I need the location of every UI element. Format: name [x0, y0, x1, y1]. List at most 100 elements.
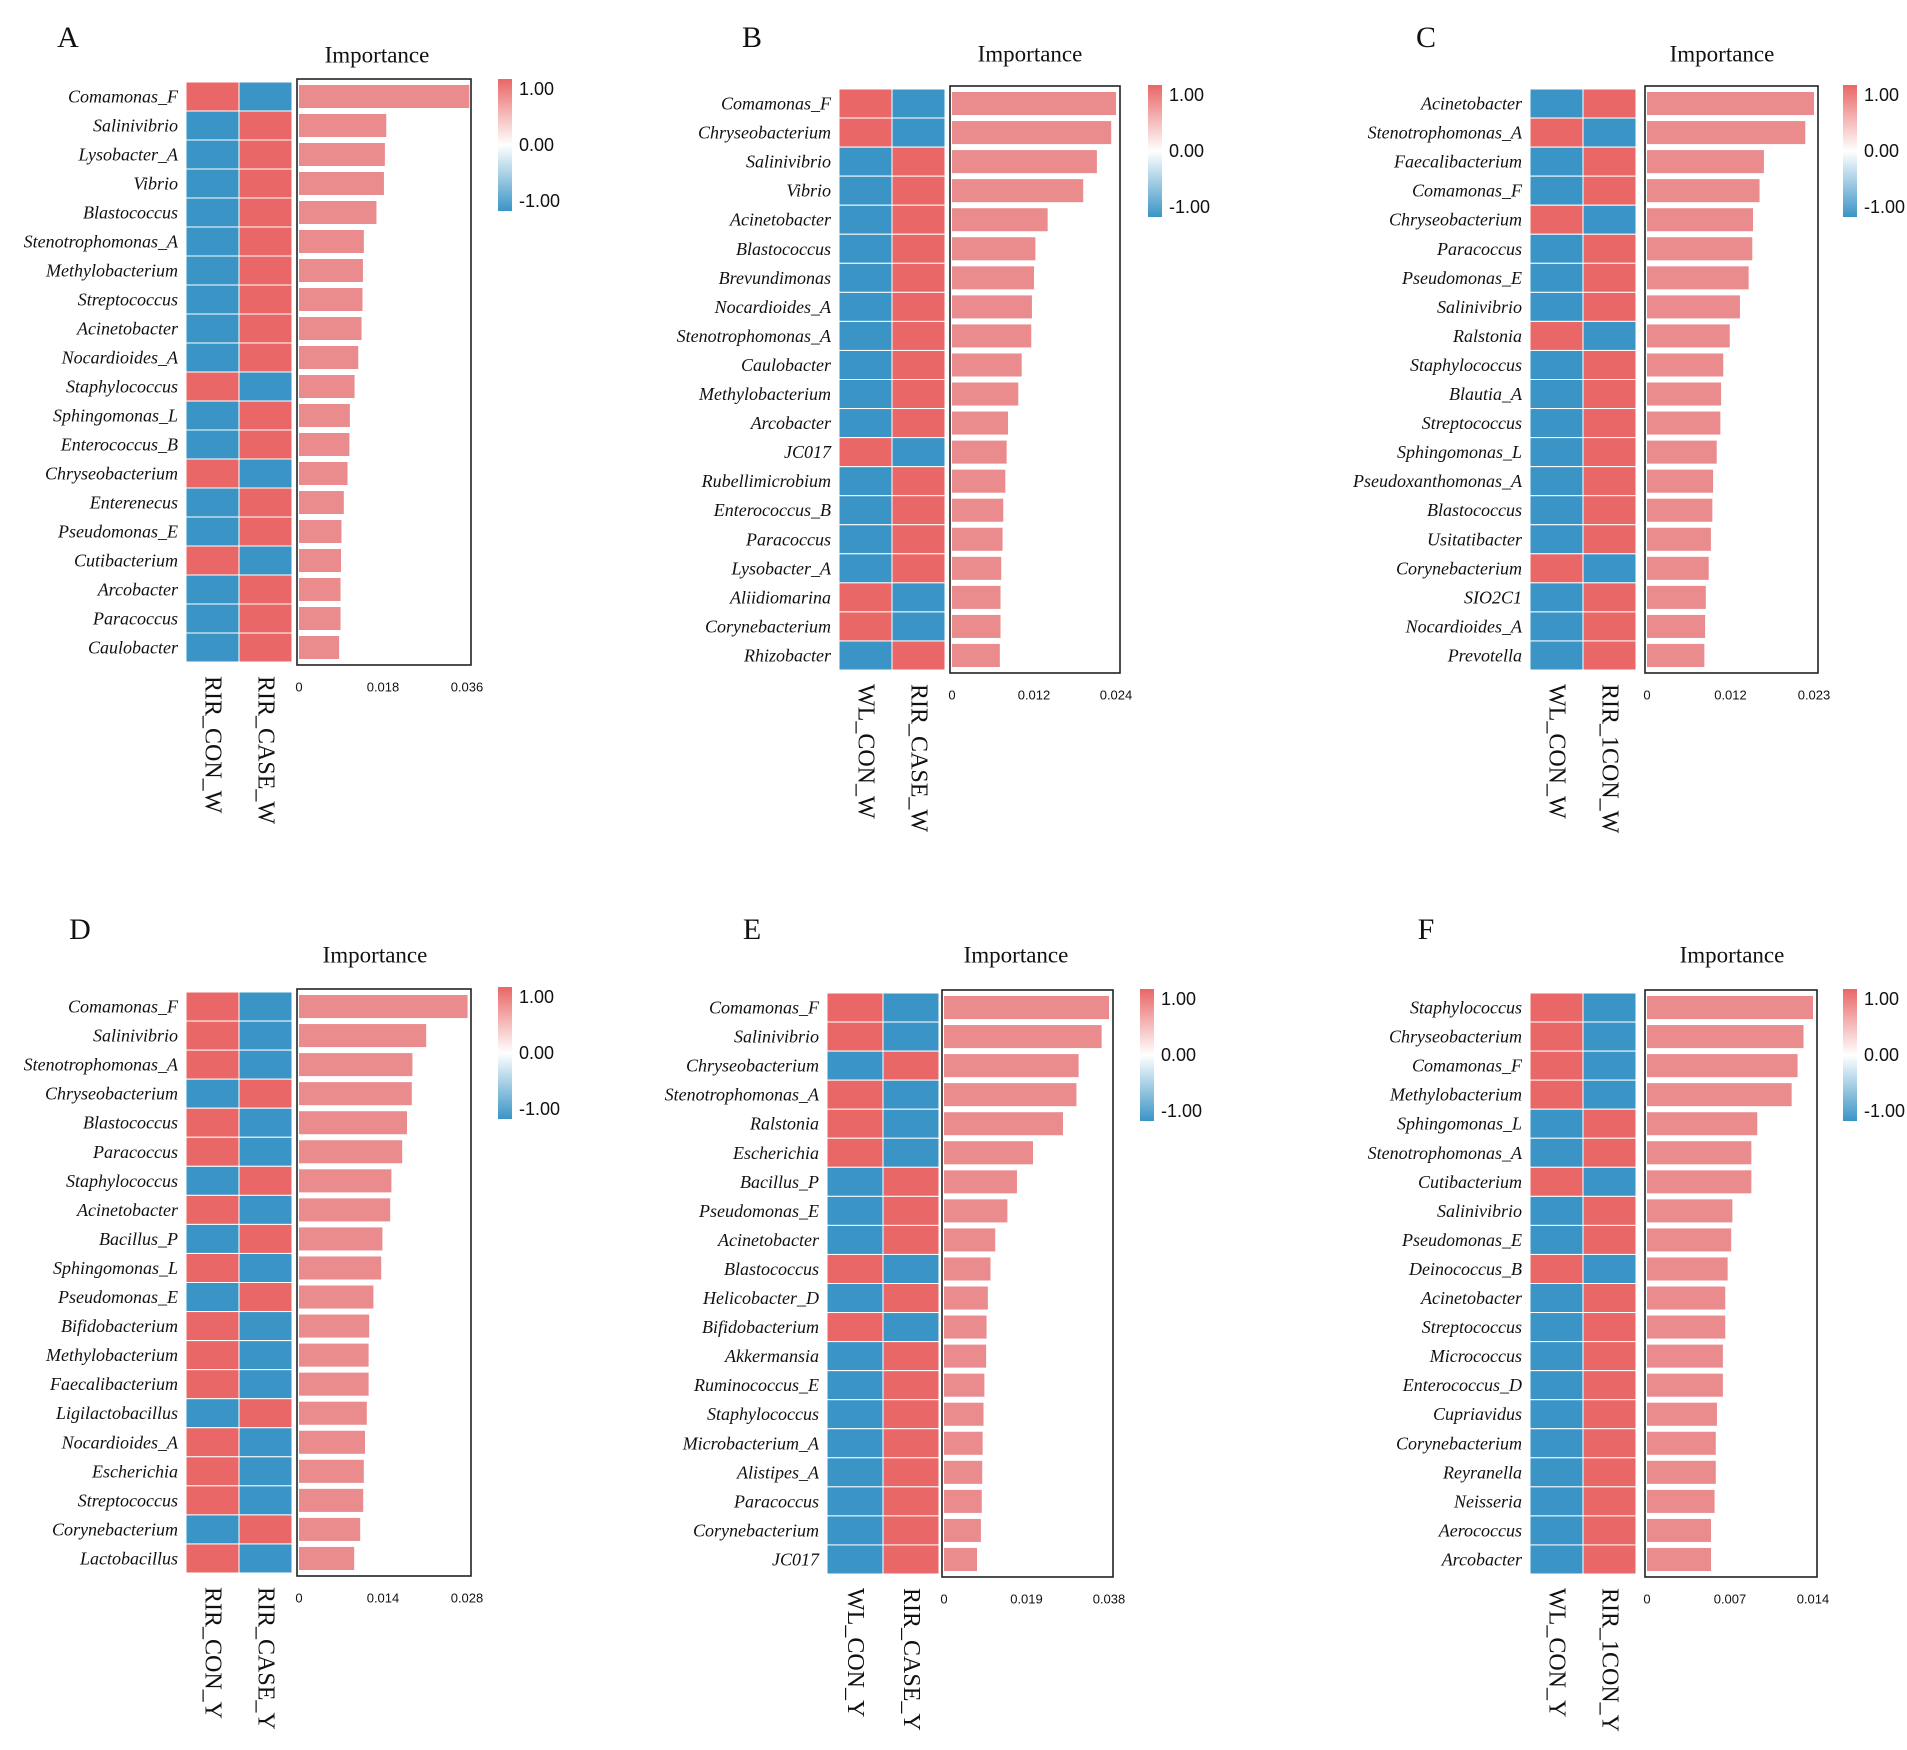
- heatmap-cell: [238, 371, 293, 402]
- panel-D: D Importance Comamonas_F Salinivibrio Stenot…: [24, 913, 560, 1730]
- importance-bar: [1647, 295, 1740, 319]
- importance-bar: [1647, 179, 1760, 203]
- heatmap-cell: [826, 1515, 884, 1546]
- heatmap-cell: [882, 1050, 940, 1081]
- heatmap-cell: [826, 1544, 884, 1575]
- heatmap-cell: [882, 1166, 940, 1197]
- legend-min: -1.00: [519, 191, 560, 211]
- heatmap-cell: [1529, 1079, 1584, 1110]
- heatmap-cell: [238, 255, 293, 286]
- x-tick-label: 0.019: [1010, 1592, 1043, 1607]
- taxon-label: Paracoccus: [92, 1142, 178, 1162]
- heatmap-cell: [185, 1543, 240, 1574]
- taxon-label: Escherichia: [732, 1143, 819, 1163]
- heatmap-cell: [185, 255, 240, 286]
- heatmap-cell: [826, 1108, 884, 1139]
- heatmap-cell: [238, 1165, 293, 1196]
- importance-bar: [299, 462, 348, 485]
- importance-bar: [944, 1547, 977, 1571]
- importance-bar: [1647, 1344, 1723, 1368]
- taxon-label: Nocardioides_A: [1405, 616, 1523, 636]
- heatmap-cell: [826, 1399, 884, 1430]
- taxon-label: Blastococcus: [724, 1259, 819, 1279]
- taxon-label: Ruminococcus_E: [693, 1375, 819, 1395]
- taxon-label: Blastococcus: [1427, 500, 1522, 520]
- heatmap-cell: [891, 349, 946, 381]
- heatmap-cell: [826, 1137, 884, 1168]
- taxon-label: Lysobacter_A: [78, 145, 179, 165]
- importance-frame: [1644, 989, 1818, 1578]
- heatmap-cell: [1582, 524, 1637, 555]
- heatmap-cell: [826, 1079, 884, 1110]
- heatmap-cell: [1582, 1253, 1637, 1284]
- heatmap-cell: [1582, 175, 1637, 206]
- importance-bar: [1647, 1373, 1723, 1397]
- importance-title: Importance: [1680, 943, 1785, 968]
- heatmap-cell: [238, 1485, 293, 1516]
- x-tick-label: 0: [1643, 1592, 1650, 1607]
- heatmap-cell: [891, 640, 946, 671]
- heatmap-cell: [238, 1340, 293, 1371]
- legend-mid: 0.00: [1864, 1045, 1899, 1065]
- importance-bar: [1647, 1257, 1728, 1281]
- heatmap-cell: [1529, 262, 1584, 293]
- taxon-label: Comamonas_F: [709, 998, 820, 1018]
- importance-bar: [1647, 237, 1753, 261]
- importance-bar: [952, 237, 1036, 261]
- heatmap-cell: [185, 1398, 240, 1429]
- heatmap-cell: [882, 1515, 940, 1546]
- heatmap-cell: [185, 1340, 240, 1371]
- taxon-label: Enterococcus_B: [713, 500, 831, 520]
- taxon-label: Chryseobacterium: [45, 464, 178, 484]
- taxon-label: Arcobacter: [750, 413, 832, 433]
- heatmap-cell: [891, 611, 946, 642]
- taxon-label: Chryseobacterium: [1389, 1027, 1522, 1047]
- heatmap-cell: [1582, 408, 1637, 439]
- taxon-label: Chryseobacterium: [1389, 210, 1522, 230]
- heatmap-cell: [1529, 1195, 1584, 1226]
- taxon-label: Streptococcus: [1422, 413, 1522, 433]
- taxon-label: Methylobacterium: [698, 384, 831, 404]
- heatmap-cell: [891, 408, 946, 439]
- heatmap-cell: [185, 1223, 240, 1254]
- taxon-label: Acinetobacter: [729, 210, 832, 230]
- importance-bar: [299, 1343, 369, 1367]
- importance-bar: [1647, 1025, 1804, 1049]
- taxon-label: Paracoccus: [733, 1491, 819, 1511]
- panel-letter: E: [743, 913, 761, 946]
- group-label: WL_CON_W: [853, 684, 879, 819]
- heatmap-cell: [882, 1021, 940, 1052]
- heatmap-cell: [238, 1049, 293, 1080]
- heatmap-cell: [1529, 146, 1584, 177]
- importance-bar: [299, 1024, 427, 1048]
- heatmap-cell: [238, 1252, 293, 1283]
- importance-bar: [944, 1286, 988, 1310]
- group-label: RIR_CASE_W: [906, 684, 932, 832]
- importance-bar: [944, 1460, 983, 1484]
- heatmap-cell: [238, 313, 293, 344]
- heatmap-cell: [1582, 233, 1637, 264]
- heatmap-cell: [1529, 1224, 1584, 1255]
- taxon-label: Arcobacter: [1441, 1549, 1523, 1569]
- taxon-label: Methylobacterium: [1389, 1085, 1522, 1105]
- importance-bar: [952, 92, 1116, 116]
- heatmap-cell: [1582, 1166, 1637, 1197]
- importance-bar: [1647, 498, 1713, 522]
- heatmap-cell: [826, 1486, 884, 1517]
- importance-bar: [952, 527, 1003, 551]
- taxon-label: Bacillus_P: [740, 1172, 819, 1192]
- heatmap-cell: [238, 632, 293, 663]
- heatmap-cell: [185, 516, 240, 547]
- heatmap-cell: [185, 1049, 240, 1080]
- taxon-label: Acinetobacter: [1420, 94, 1523, 114]
- legend-max: 1.00: [1161, 989, 1196, 1009]
- legend-min: -1.00: [1161, 1101, 1202, 1121]
- heatmap-cell: [185, 545, 240, 576]
- heatmap-cell: [1529, 1137, 1584, 1168]
- heatmap-cell: [882, 1137, 940, 1168]
- importance-frame: [949, 85, 1121, 674]
- legend-min: -1.00: [519, 1099, 560, 1119]
- importance-bar: [1647, 92, 1814, 116]
- importance-bar: [952, 295, 1032, 319]
